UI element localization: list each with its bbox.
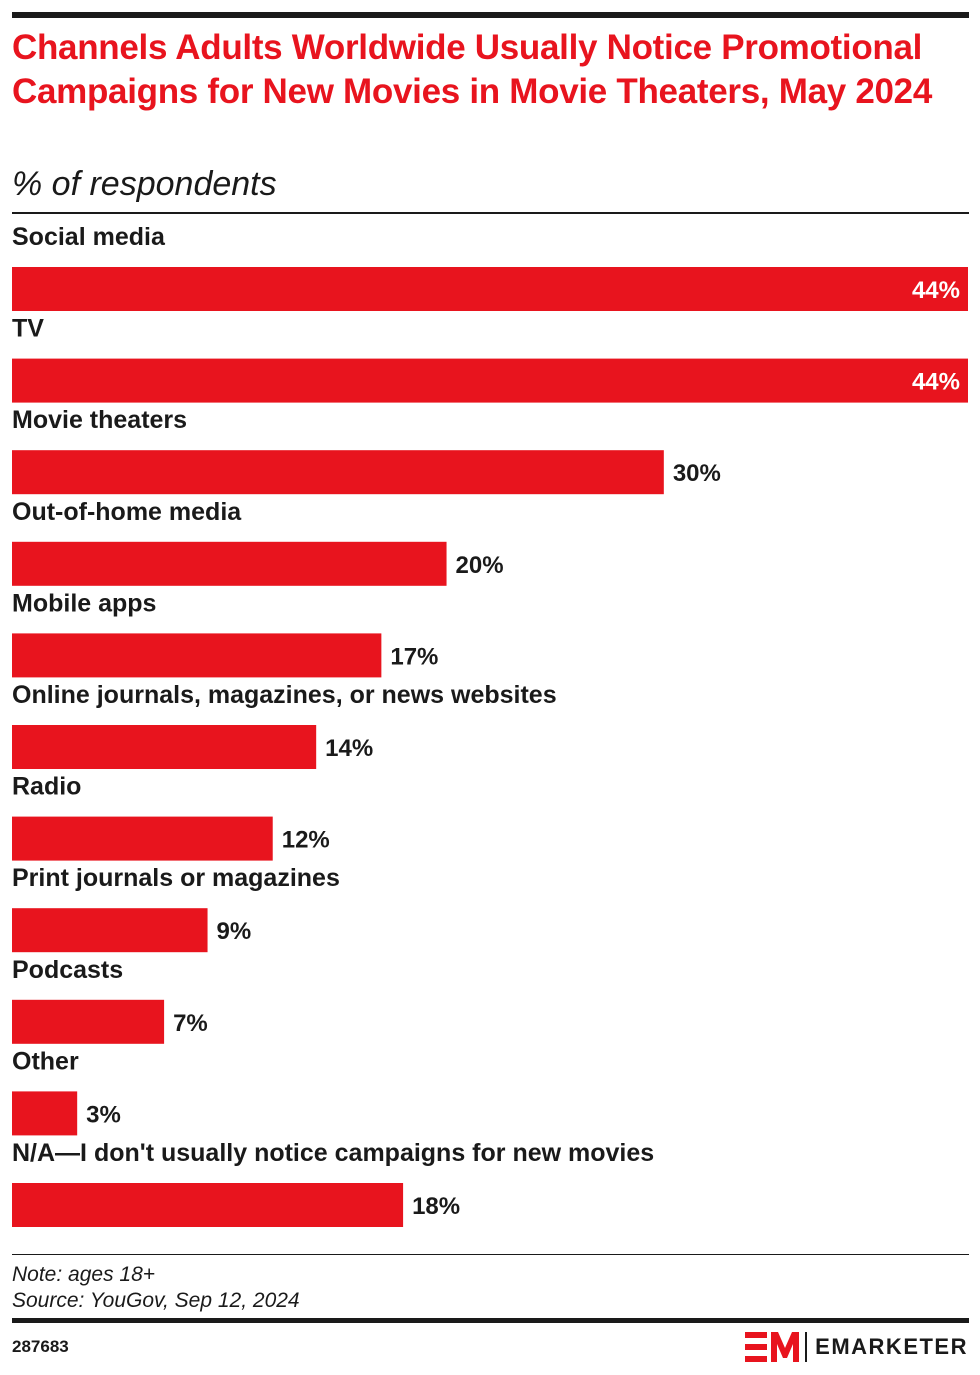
bar-radio [12, 816, 273, 861]
category-label-tv: TV [12, 315, 44, 343]
bar-print-journals-or-magazines [12, 908, 208, 953]
value-label-online-journals-magazines-or-news-websites: 14% [325, 735, 373, 762]
category-label-movie-theaters: Movie theaters [12, 406, 187, 434]
category-label-online-journals-magazines-or-news-websites: Online journals, magazines, or news webs… [12, 681, 557, 709]
chart-title: Channels Adults Worldwide Usually Notice… [12, 28, 932, 111]
value-label-print-journals-or-magazines: 9% [217, 918, 252, 945]
category-label-podcasts: Podcasts [12, 956, 123, 984]
footer-divider [12, 1254, 969, 1255]
value-label-tv: 44% [912, 369, 960, 396]
value-label-other: 3% [86, 1101, 121, 1128]
category-label-n-a-i-don-t-usually-notice-campaigns-for-new-movies: N/A—I don't usually notice campaigns for… [12, 1139, 654, 1167]
bar-other [12, 1091, 78, 1136]
bar-online-journals-magazines-or-news-websites [12, 725, 317, 769]
header-divider [12, 212, 969, 214]
em-logo-icon [745, 1332, 800, 1362]
bar-podcasts [12, 999, 165, 1044]
value-label-social-media: 44% [912, 277, 960, 304]
chart-source: Source: YouGov, Sep 12, 2024 [12, 1289, 300, 1312]
brand-name: EMARKETER [815, 1334, 968, 1359]
bar-n-a-i-don-t-usually-notice-campaigns-for-new-movies [12, 1183, 404, 1227]
bar-out-of-home-media [12, 541, 447, 586]
top-rule [12, 12, 969, 18]
category-label-other: Other [12, 1047, 79, 1075]
value-label-mobile-apps: 17% [390, 643, 438, 670]
category-label-out-of-home-media: Out-of-home media [12, 498, 242, 526]
bar-social-media [12, 267, 968, 311]
emarketer-logo: EMARKETER [745, 1330, 968, 1364]
bar-movie-theaters [12, 450, 664, 495]
logo-separator [805, 1332, 808, 1362]
category-label-print-journals-or-magazines: Print journals or magazines [12, 864, 340, 892]
bar-tv [12, 358, 968, 403]
value-label-movie-theaters: 30% [673, 460, 721, 487]
chart-subtitle: % of respondents [12, 165, 277, 203]
value-label-out-of-home-media: 20% [456, 552, 504, 579]
value-label-podcasts: 7% [173, 1010, 208, 1037]
value-label-n-a-i-don-t-usually-notice-campaigns-for-new-movies: 18% [412, 1193, 460, 1220]
category-label-mobile-apps: Mobile apps [12, 589, 156, 617]
value-label-radio: 12% [282, 827, 330, 854]
category-label-social-media: Social media [12, 223, 166, 251]
chart-note: Note: ages 18+ [12, 1263, 156, 1286]
category-label-radio: Radio [12, 773, 81, 801]
bottom-rule [12, 1318, 969, 1323]
bar-mobile-apps [12, 633, 382, 678]
chart-id: 287683 [12, 1337, 69, 1356]
